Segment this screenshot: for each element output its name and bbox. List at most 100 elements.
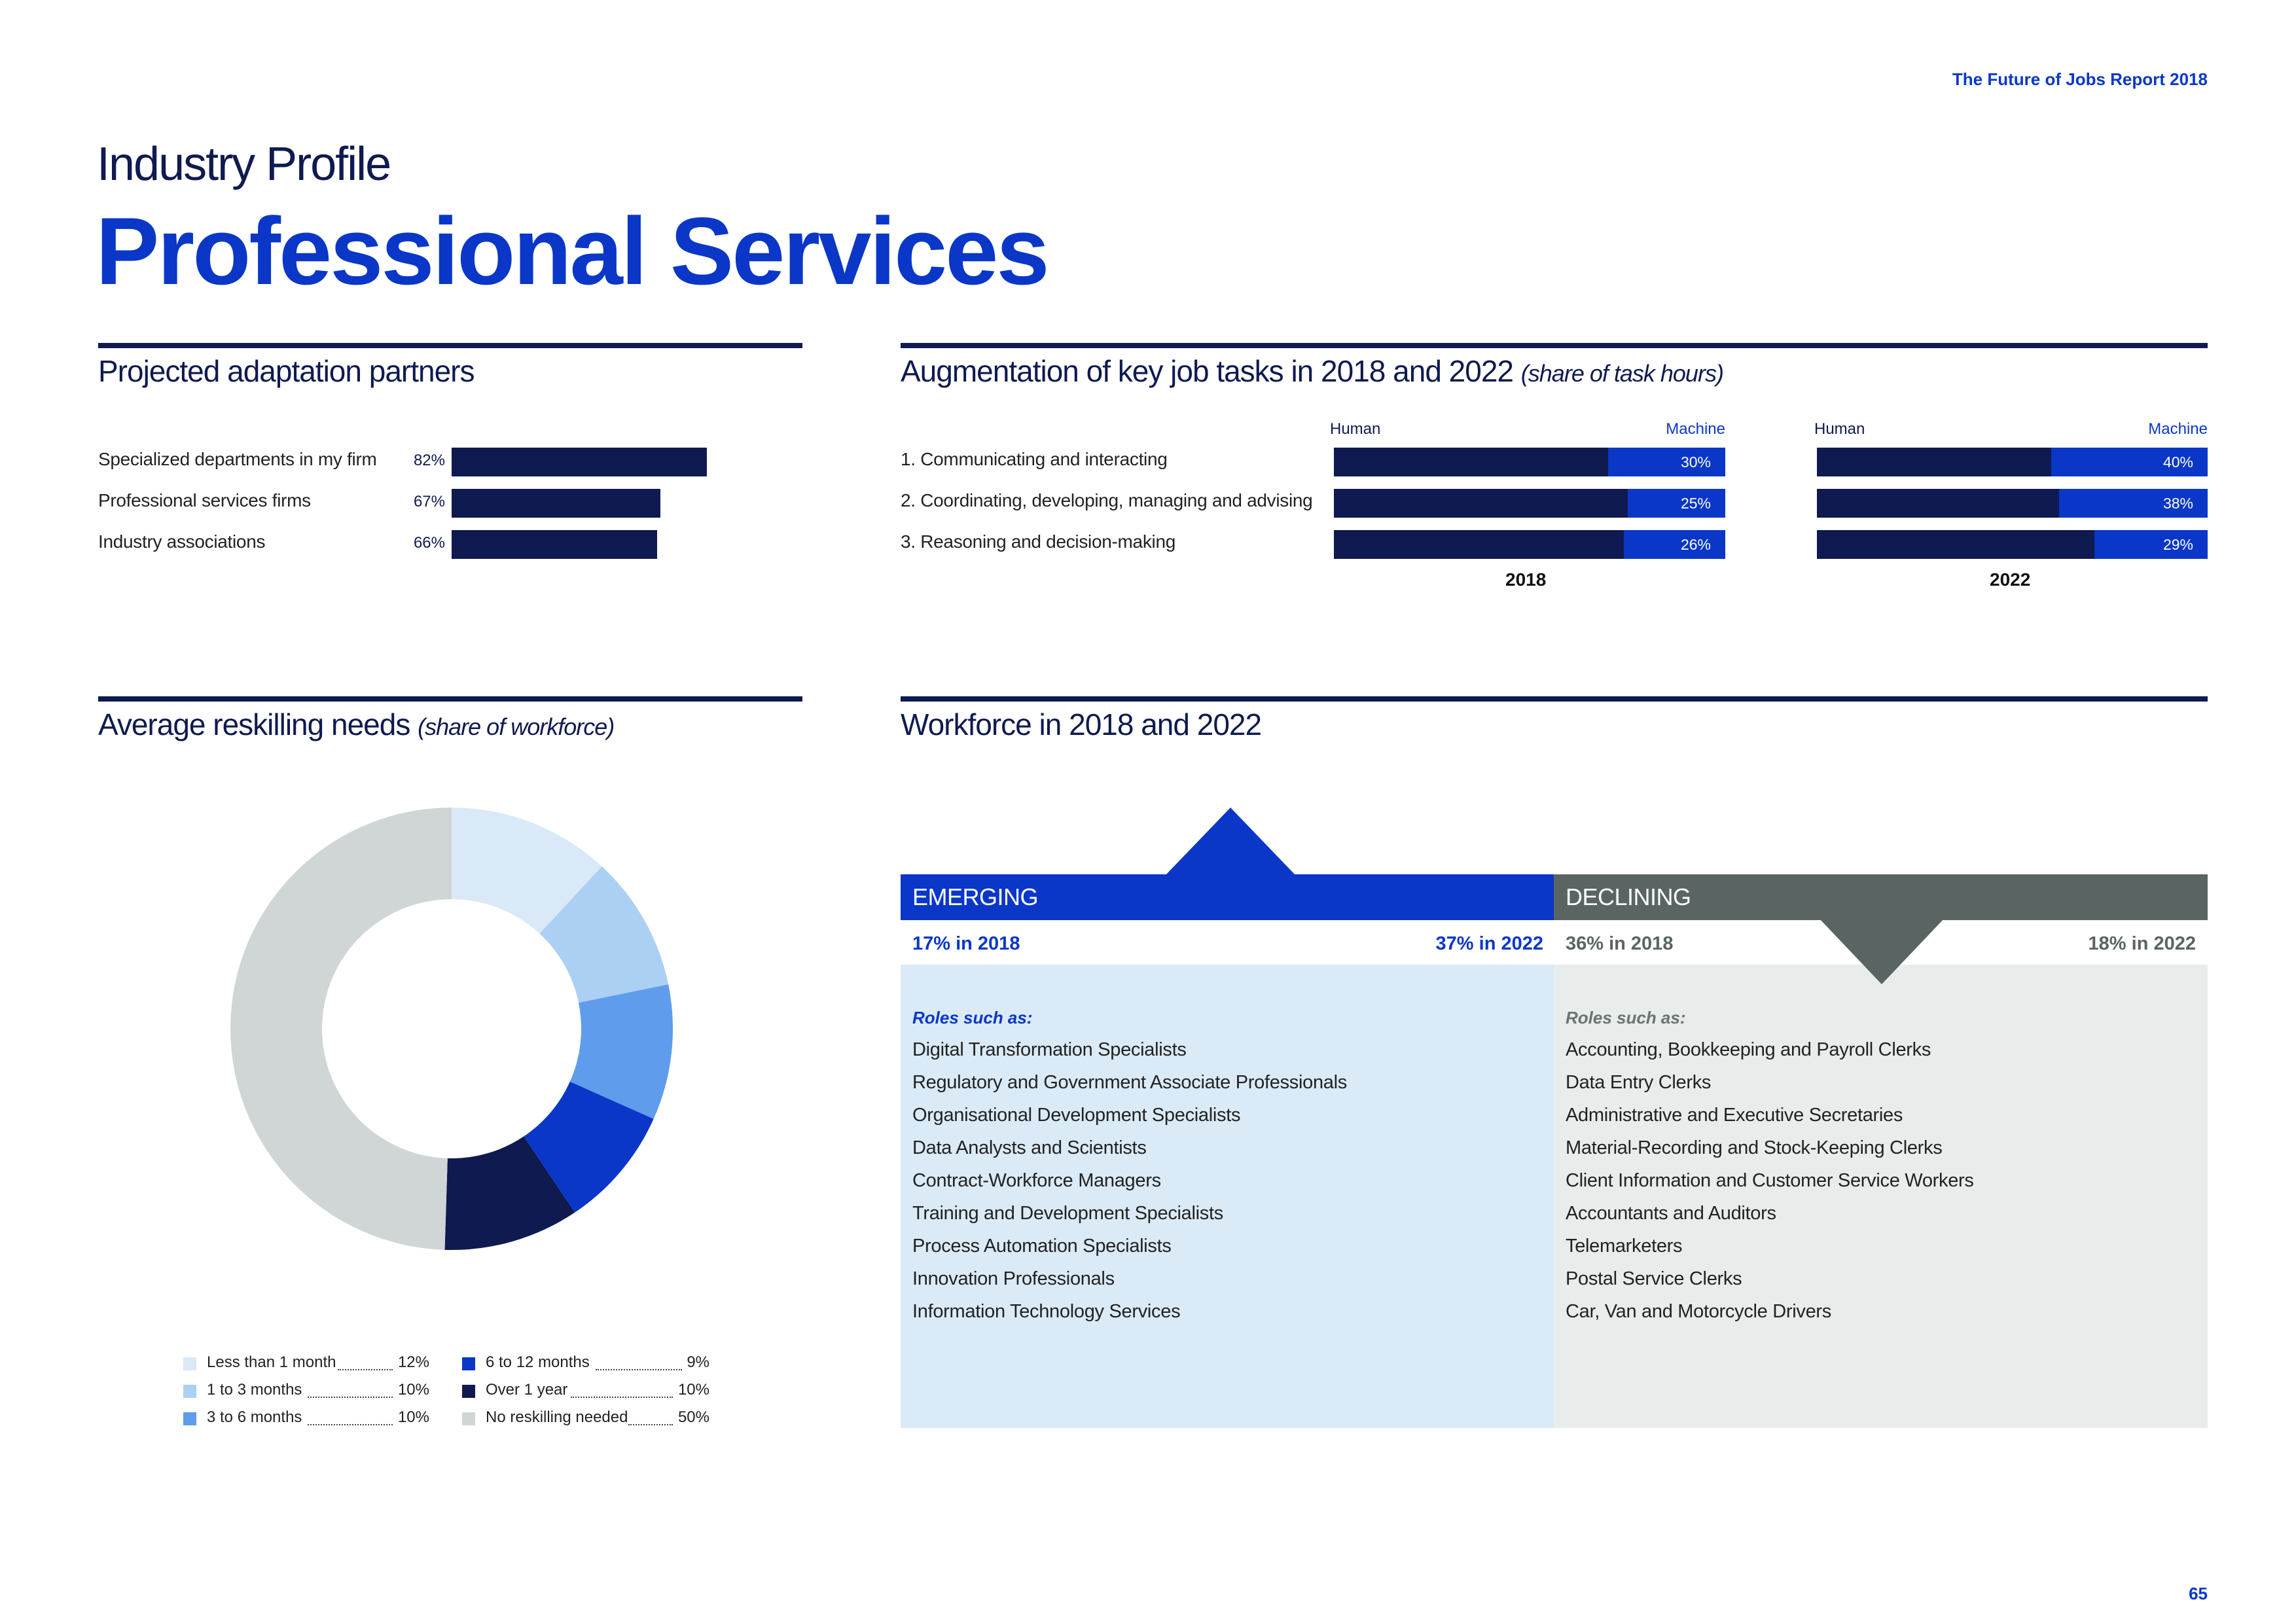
legend-value: 12% — [397, 1353, 429, 1371]
task-label: 3. Reasoning and decision-making — [901, 531, 1175, 552]
declining-role: Telemarketers — [1566, 1236, 1683, 1257]
emerging-roles-label: Roles such as: — [912, 1008, 1033, 1027]
reskilling-donut-chart — [230, 808, 673, 1250]
human-segment — [1817, 489, 2060, 518]
declining-heading: DECLINING — [1566, 883, 1691, 910]
legend-value: 9% — [687, 1353, 709, 1371]
reskilling-rule — [98, 696, 802, 702]
partner-label: Industry associations — [98, 531, 266, 552]
legend-swatch — [462, 1385, 475, 1398]
legend-label: 1 to 3 months — [207, 1381, 302, 1399]
declining-role: Material-Recording and Stock-Keeping Cle… — [1566, 1137, 1943, 1158]
legend-value: 10% — [677, 1381, 709, 1399]
task-label: 1. Communicating and interacting — [901, 449, 1168, 469]
donut-slice-less-than-1-month — [452, 808, 602, 934]
declining-role: Accountants and Auditors — [1566, 1203, 1776, 1224]
emerging-stats: 17% in 2018 37% in 2022 — [901, 920, 1554, 965]
legend-swatch — [462, 1412, 475, 1425]
emerging-role: Information Technology Services — [912, 1301, 1181, 1322]
partner-label: Professional services firms — [98, 490, 311, 510]
declining-role: Postal Service Clerks — [1566, 1268, 1742, 1289]
human-segment — [1817, 530, 2094, 559]
declining-role: Data Entry Clerks — [1566, 1072, 1712, 1093]
emerging-role: Digital Transformation Specialists — [912, 1039, 1187, 1060]
emerging-role: Organisational Development Specialists — [912, 1105, 1241, 1126]
partner-bar — [452, 489, 660, 518]
legend-value: 10% — [397, 1408, 429, 1426]
emerging-role: Regulatory and Government Associate Prof… — [912, 1072, 1347, 1093]
declining-roles-panel: Roles such as: Accounting, Bookkeeping a… — [1554, 965, 2208, 1428]
task-bar-2022: 29% — [1817, 530, 2208, 562]
machine-label-2022: Machine — [2148, 420, 2208, 438]
declining-from: 36% in 2018 — [1566, 933, 1674, 954]
partner-bar — [452, 448, 708, 476]
legend-leader — [596, 1369, 682, 1370]
legend-swatch — [183, 1412, 196, 1425]
task-bar-2018: 25% — [1334, 489, 1725, 520]
human-segment — [1334, 530, 1624, 559]
declining-header: DECLINING — [1554, 874, 2208, 920]
augmentation-rule — [901, 343, 2208, 348]
human-label-2022: Human — [1814, 420, 1865, 438]
reskilling-subtitle: (share of workforce) — [418, 713, 615, 740]
task-bar-2018: 30% — [1334, 448, 1725, 479]
partner-pct: 67% — [413, 493, 445, 510]
machine-segment: 40% — [2051, 448, 2208, 476]
human-segment — [1817, 448, 2052, 476]
legend-leader — [308, 1424, 393, 1425]
declining-to: 18% in 2022 — [2088, 933, 2196, 954]
reskilling-title: Average reskilling needs (share of workf… — [98, 707, 615, 742]
legend-value: 50% — [677, 1408, 709, 1426]
task-bar-2022: 40% — [1817, 448, 2208, 479]
declining-role: Car, Van and Motorcycle Drivers — [1566, 1301, 1831, 1322]
page-title: Professional Services — [96, 198, 1050, 304]
legend-label: Less than 1 month — [207, 1353, 336, 1371]
emerging-role: Process Automation Specialists — [912, 1236, 1172, 1257]
task-label: 2. Coordinating, developing, managing an… — [901, 490, 1313, 510]
workforce-title: Workforce in 2018 and 2022 — [901, 707, 1262, 741]
machine-segment: 25% — [1627, 489, 1725, 518]
legend-label: Over 1 year — [486, 1381, 568, 1399]
workforce-rule — [901, 696, 2208, 702]
page-kicker: Industry Profile — [97, 138, 391, 190]
augmentation-title: Augmentation of key job tasks in 2018 an… — [901, 353, 1724, 389]
declining-roles-label: Roles such as: — [1566, 1008, 1686, 1027]
donut-slice-no-reskilling-needed — [230, 808, 452, 1250]
legend-label: No reskilling needed — [486, 1408, 628, 1426]
declining-role: Client Information and Customer Service … — [1566, 1170, 1974, 1191]
legend-label: 3 to 6 months — [207, 1408, 302, 1426]
year-label-2022: 2022 — [1990, 569, 2031, 590]
machine-label-2018: Machine — [1666, 420, 1725, 438]
machine-segment: 29% — [2094, 530, 2208, 559]
emerging-role: Data Analysts and Scientists — [912, 1137, 1147, 1158]
partners-title: Projected adaptation partners — [98, 354, 475, 388]
legend-swatch — [183, 1385, 196, 1398]
task-bar-2018: 26% — [1334, 530, 1725, 562]
donut-slice-3-to-6-months — [569, 984, 673, 1119]
legend-leader — [338, 1369, 393, 1370]
emerging-to: 37% in 2022 — [1435, 933, 1543, 954]
human-label-2018: Human — [1330, 420, 1381, 438]
partner-label: Specialized departments in my firm — [98, 449, 377, 469]
machine-segment: 30% — [1607, 448, 1725, 476]
legend-value: 10% — [397, 1381, 429, 1399]
emerging-role: Contract-Workforce Managers — [912, 1170, 1161, 1191]
machine-segment: 38% — [2059, 489, 2208, 518]
emerging-role: Training and Development Specialists — [912, 1203, 1223, 1224]
augmentation-title-text: Augmentation of key job tasks in 2018 an… — [901, 354, 1514, 388]
task-bar-2022: 38% — [1817, 489, 2208, 520]
emerging-heading: EMERGING — [912, 883, 1039, 910]
declining-role: Accounting, Bookkeeping and Payroll Cler… — [1566, 1039, 1931, 1060]
legend-leader — [571, 1397, 673, 1398]
legend-swatch — [462, 1357, 475, 1370]
emerging-role: Innovation Professionals — [912, 1268, 1115, 1289]
reskilling-title-text: Average reskilling needs — [98, 707, 410, 741]
emerging-from: 17% in 2018 — [912, 933, 1020, 954]
report-title: The Future of Jobs Report 2018 — [1952, 69, 2208, 89]
emerging-header: EMERGING — [901, 874, 1554, 920]
partners-rule — [98, 343, 802, 348]
legend-leader — [308, 1397, 393, 1398]
legend-label: 6 to 12 months — [486, 1353, 590, 1371]
declining-role: Administrative and Executive Secretaries — [1566, 1105, 1903, 1126]
year-label-2018: 2018 — [1505, 569, 1547, 590]
